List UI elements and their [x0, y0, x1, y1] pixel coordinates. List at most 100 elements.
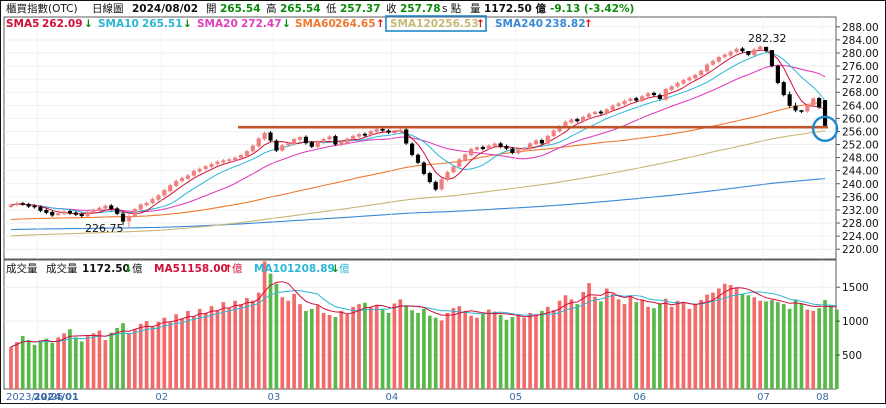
volume-bar	[557, 300, 562, 389]
volume-bar	[215, 310, 220, 389]
volume-ma5-line	[10, 281, 837, 348]
open-label: 開	[206, 3, 217, 15]
volume-bar	[492, 311, 497, 389]
candle-body	[427, 173, 432, 183]
volume-bar	[422, 308, 426, 389]
volume-bar	[799, 303, 804, 389]
candle-body	[651, 92, 657, 96]
volume-bar	[398, 299, 403, 389]
candle-body	[398, 129, 403, 132]
volume-bar	[528, 312, 532, 389]
volume-bar	[457, 306, 462, 389]
candle-body	[645, 93, 651, 97]
candle-body	[274, 140, 279, 151]
low-label: 低	[326, 2, 337, 15]
volume-ma10-value: 1208.89	[287, 263, 335, 275]
volume-bar	[410, 310, 414, 389]
volume-bar	[705, 294, 709, 389]
candle-body	[699, 70, 704, 76]
volume-bar	[386, 312, 391, 389]
volume-bar	[746, 295, 751, 389]
volume-tick-label: 500	[842, 350, 862, 362]
candle-body	[410, 143, 415, 155]
legend-sma5-arrow: ↓	[84, 18, 93, 30]
volume-legend: 成交量 成交量 1172.50 ↓ 億 MA5 1158.00 ↑ 億 MA10…	[6, 262, 350, 275]
volume-bar	[239, 304, 243, 389]
volume-axis: 500 1000 1500	[836, 282, 869, 362]
legend-sma10: SMA10 265.51 ↓	[98, 18, 192, 30]
candle-body	[640, 96, 645, 101]
candle-body	[817, 98, 822, 108]
candle-body	[716, 56, 721, 62]
candle-body	[126, 215, 132, 222]
volume-bar	[209, 306, 214, 389]
volume-bar	[256, 292, 261, 389]
volume-bar	[351, 306, 355, 389]
high-annotation: 282.32	[748, 32, 787, 45]
volume-bar	[604, 288, 609, 389]
volume-ma10-arrow: ↓	[331, 263, 340, 275]
price-tick-label: 260.00	[842, 113, 879, 125]
volume-bar	[298, 304, 302, 389]
candle-body	[327, 136, 332, 140]
candle-body	[44, 210, 49, 213]
candle-body	[268, 132, 273, 141]
candle-body	[256, 138, 261, 147]
candle-body	[380, 128, 385, 131]
volume-bar	[722, 283, 727, 389]
candle-body	[197, 168, 202, 172]
candle-body	[315, 141, 320, 148]
ma-legend: SMA5 262.09 ↓ SMA10 265.51 ↓ SMA20 272.4…	[6, 15, 593, 32]
candle-body	[250, 145, 255, 152]
candle-body	[781, 82, 786, 96]
candle-body	[498, 143, 503, 147]
candle-body	[109, 205, 114, 209]
candle-body	[687, 77, 692, 81]
volume-bar	[563, 295, 568, 389]
volume-bar	[368, 307, 373, 389]
candle-body	[415, 154, 421, 163]
volume-ma5-label: MA5	[154, 263, 180, 275]
volume-legend-arrow: ↓	[124, 263, 133, 275]
candle-body	[97, 207, 102, 211]
candle-body	[185, 175, 191, 179]
candle-body	[362, 133, 367, 136]
volume-bar	[404, 305, 409, 389]
legend-sma10-label: SMA10	[98, 18, 139, 30]
volume-tick-label: 1000	[842, 316, 869, 328]
volume-bar	[162, 317, 167, 389]
volume-bar	[363, 302, 367, 389]
candle-body	[144, 202, 149, 206]
volume-bar	[15, 342, 19, 389]
volume-bar	[545, 306, 550, 389]
price-tick-label: 268.00	[842, 87, 879, 99]
volume-bar	[274, 283, 279, 389]
candle-body	[132, 209, 137, 217]
volume-bar	[504, 319, 509, 389]
candle-body	[14, 203, 19, 205]
price-grid	[4, 26, 836, 250]
volume-bar	[250, 300, 255, 389]
price-tick-label: 248.00	[842, 153, 879, 165]
volume-grid	[4, 286, 836, 356]
candle-body	[569, 119, 574, 123]
volume-bar	[26, 340, 31, 389]
candle-body	[303, 136, 308, 144]
volume-bar	[728, 285, 733, 389]
volume-bars	[9, 261, 839, 389]
candle-body	[675, 82, 680, 87]
candle-body	[238, 155, 244, 158]
price-tick-label: 228.00	[842, 218, 879, 230]
volume-bar	[333, 317, 338, 389]
price-tick-label: 280.00	[842, 48, 879, 60]
volume-bar	[587, 283, 591, 389]
candle-body	[469, 148, 474, 156]
volume-bar	[280, 297, 285, 389]
candle-body	[333, 136, 338, 145]
candle-body	[162, 190, 167, 196]
volume-bar	[168, 322, 173, 389]
volume-bar	[144, 321, 149, 389]
candle-body	[150, 198, 155, 204]
volume-bar	[9, 346, 13, 389]
